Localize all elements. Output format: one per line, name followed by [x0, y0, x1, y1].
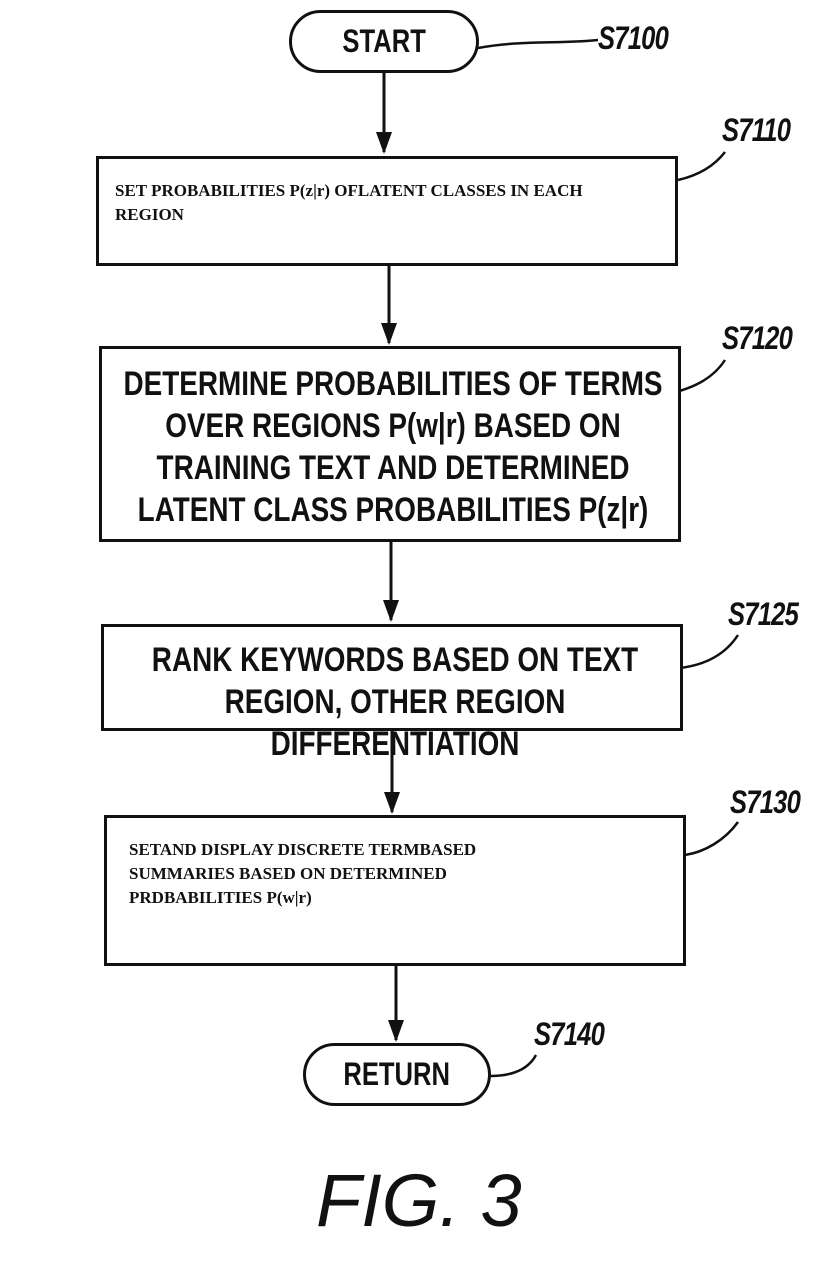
return-terminator: RETURN [303, 1043, 491, 1106]
leader-s7140 [489, 1054, 538, 1078]
start-terminator: START [289, 10, 479, 73]
step-box-s7125: RANK KEYWORDS BASED ON TEXT REGION, OTHE… [101, 624, 683, 763]
step-id-s7140: S7140 [534, 1016, 605, 1052]
arrowhead-4 [384, 792, 400, 814]
step-text-s7120: DETERMINE PROBABILITIES OF TERMS OVER RE… [123, 365, 663, 529]
arrowhead-2 [381, 323, 397, 345]
arrowhead-3 [383, 600, 399, 622]
step-id-s7125: S7125 [728, 596, 799, 632]
leader-s7130 [684, 821, 740, 857]
step-id-s7110: S7110 [722, 112, 791, 148]
step-id-s7120: S7120 [722, 320, 793, 356]
leader-s7110 [677, 151, 726, 182]
leader-s7125 [679, 634, 740, 670]
step-text-s7130: SETAND DISPLAY DISCRETE TERMBASED SUMMAR… [129, 840, 477, 907]
figure-title: FIG. 3 [316, 1159, 522, 1242]
start-label: START [342, 23, 426, 59]
step-text-s7125: RANK KEYWORDS BASED ON TEXT REGION, OTHE… [151, 641, 639, 763]
step-id-s7130: S7130 [730, 784, 801, 820]
return-label: RETURN [343, 1056, 451, 1092]
leader-s7100 [477, 38, 599, 50]
arrowhead-1 [376, 132, 392, 154]
step-box-s7110: SET PROBABILITIES P(z|r) OFLATENT CLASSE… [96, 156, 678, 266]
step-box-s7130: SETAND DISPLAY DISCRETE TERMBASED SUMMAR… [104, 815, 686, 966]
step-text-s7110: SET PROBABILITIES P(z|r) OFLATENT CLASSE… [115, 181, 583, 224]
step-id-s7100: S7100 [598, 20, 669, 56]
step-box-s7120: DETERMINE PROBABILITIES OF TERMS OVER RE… [99, 346, 681, 542]
arrowhead-5 [388, 1020, 404, 1042]
